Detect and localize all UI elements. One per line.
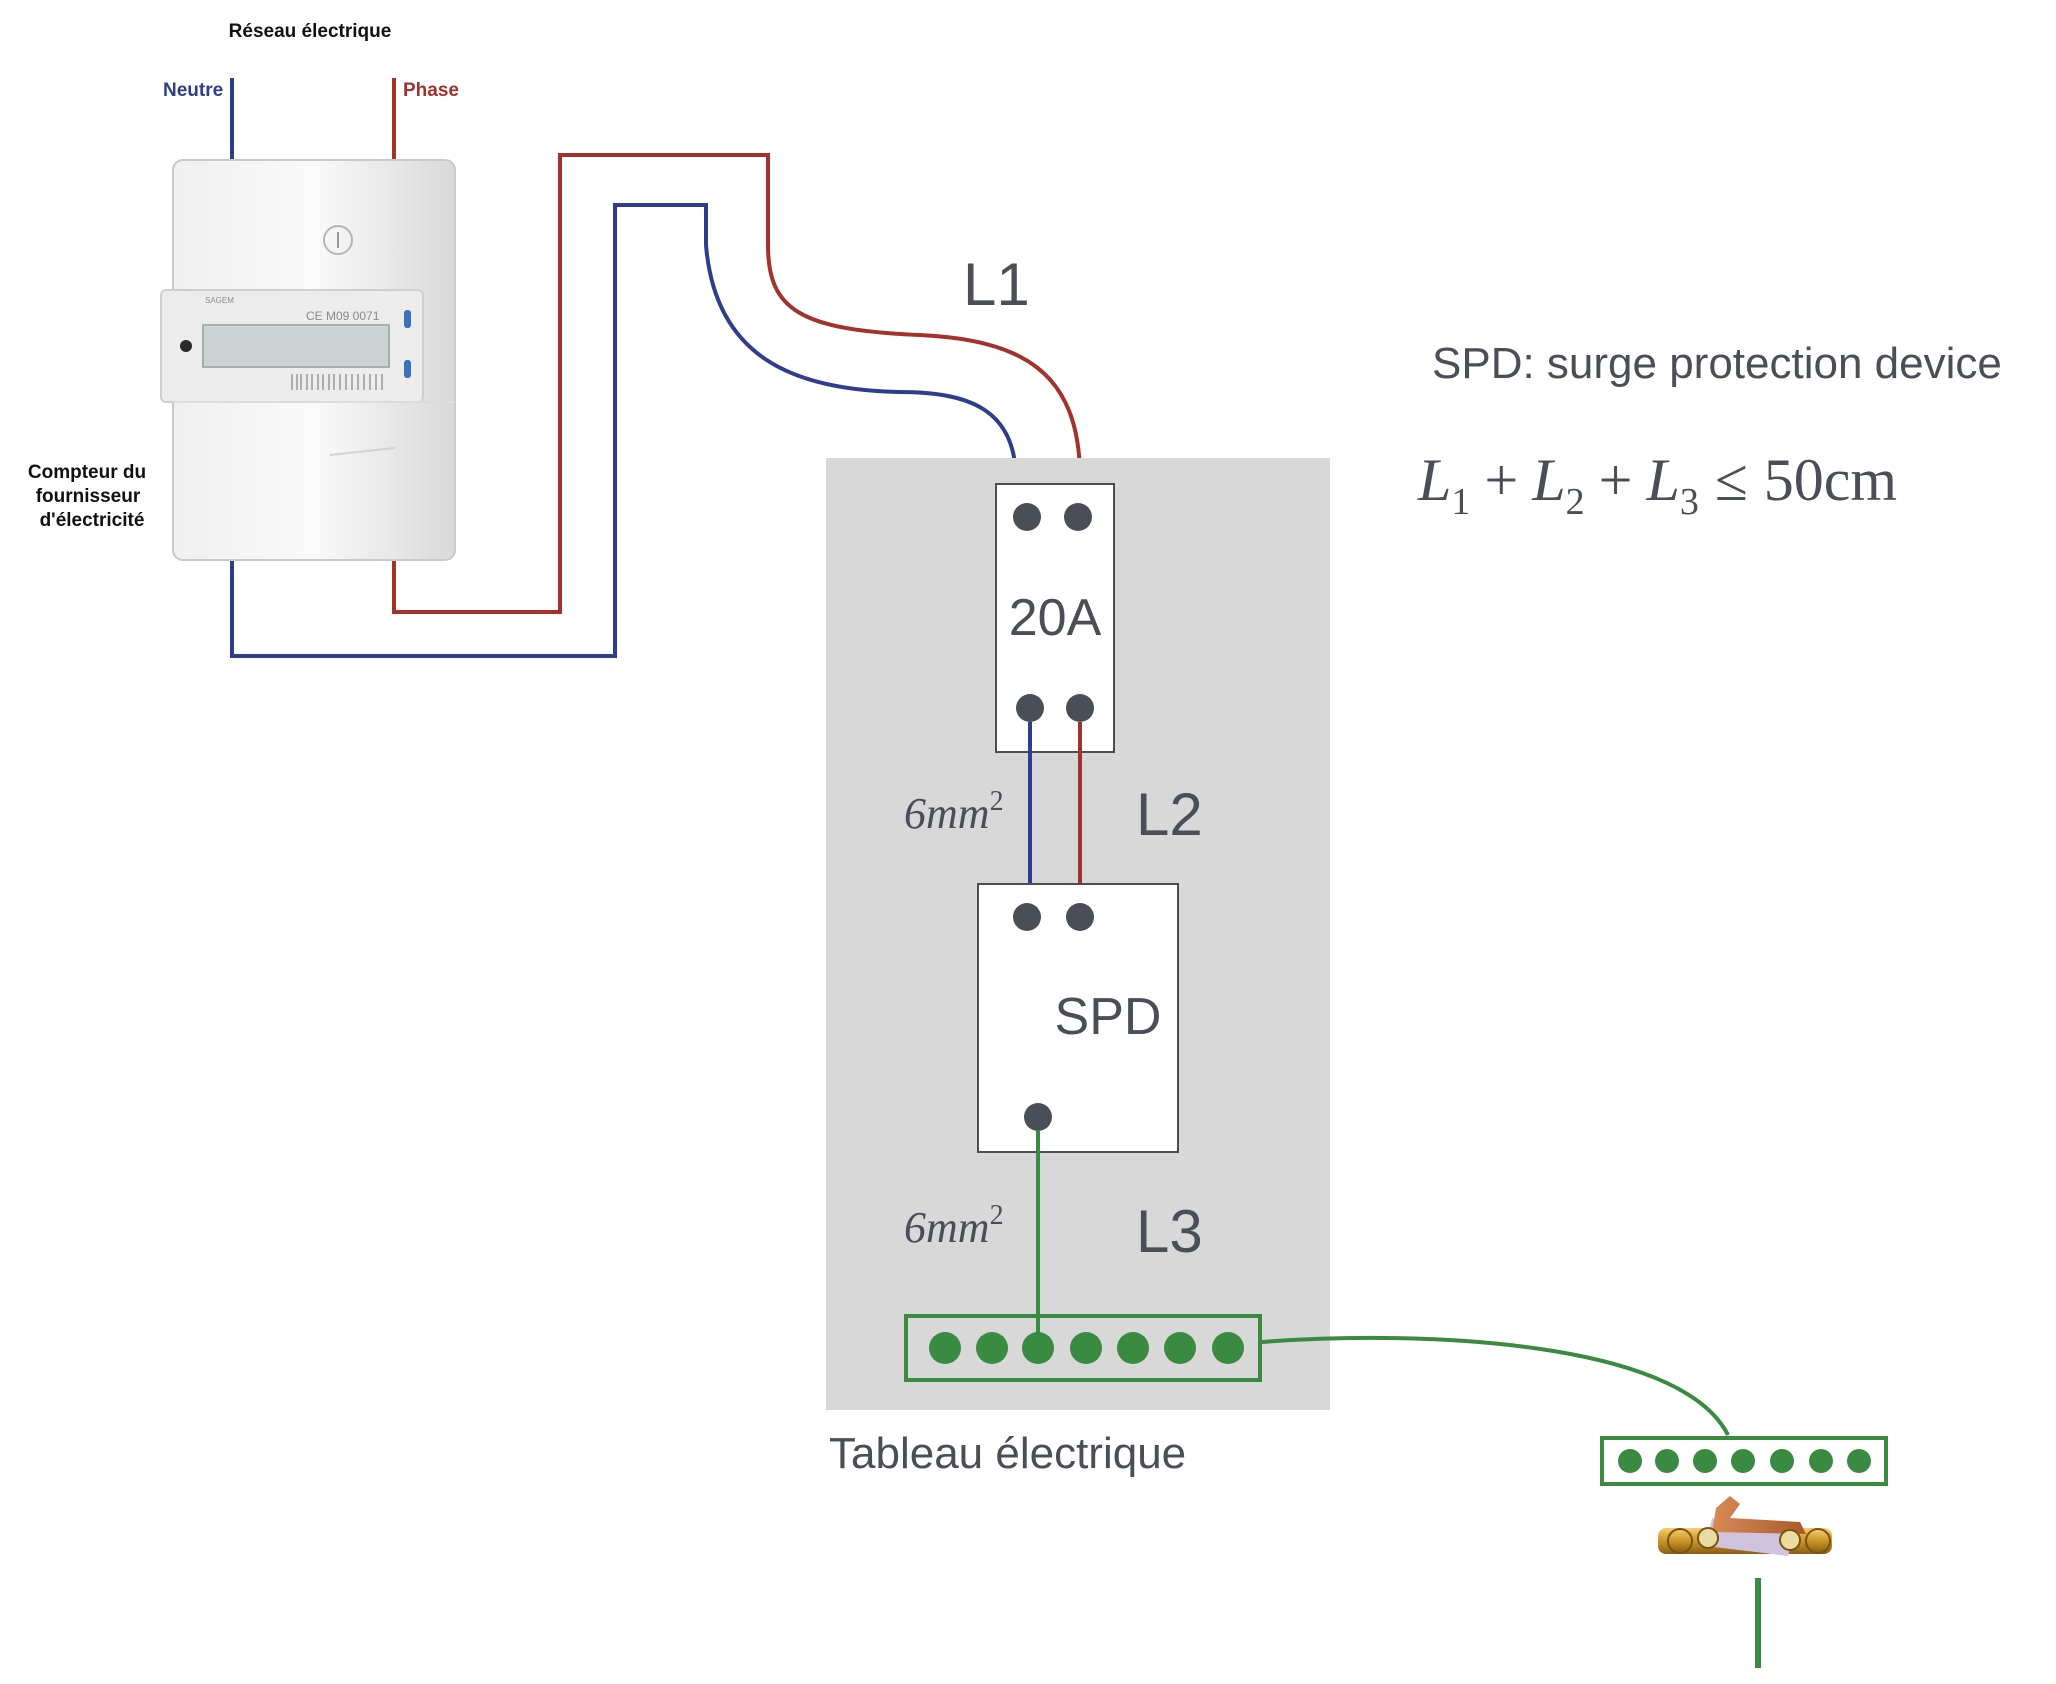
length-formula: L1 + L2 + L3 ≤50cm	[1417, 447, 1897, 523]
breaker-terminal	[1016, 694, 1044, 722]
main-earth-terminals	[1618, 1449, 1871, 1473]
breaker-terminal	[1066, 694, 1094, 722]
neutral-label: Neutre	[163, 80, 223, 101]
breaker-terminal	[1064, 503, 1092, 531]
spd-definition: SPD: surge protection device	[1432, 339, 2002, 388]
electricity-meter: SAGEM CE M09 0071	[160, 159, 456, 561]
cable-l1-phase	[766, 244, 1082, 479]
meter-label-line-3: d'électricité	[40, 510, 145, 531]
meter-label-line-2: fournisseur	[36, 486, 141, 507]
spd-label: SPD	[1055, 988, 1162, 1046]
earth-disconnect-link-icon	[1658, 1496, 1832, 1556]
meter-phase-out-wire	[392, 153, 770, 614]
cable-l1-neutral	[704, 244, 1018, 479]
cable-l2-label: L2	[1136, 781, 1203, 848]
spd-terminal	[1013, 903, 1041, 931]
panel-earth-terminals	[929, 1332, 1244, 1364]
panel-label: Tableau électrique	[829, 1429, 1186, 1478]
meter-neutral-out-wire	[230, 203, 708, 658]
meter-marking: CE M09 0071	[306, 309, 380, 323]
main-earth-bar	[1600, 1436, 1888, 1486]
breaker-label: 20A	[1009, 589, 1102, 647]
breaker-terminal	[1013, 503, 1041, 531]
main-earth-conductor	[1261, 1335, 1730, 1436]
meter-brand: SAGEM	[205, 296, 234, 305]
spd-earth-terminal	[1024, 1103, 1052, 1131]
cable-l2-section: 6mm2	[904, 786, 1004, 838]
meter-barcode-icon	[291, 374, 383, 390]
breaker-20a	[995, 483, 1115, 753]
cable-l1-label: L1	[963, 251, 1030, 318]
spd-terminal	[1066, 903, 1094, 931]
cable-l3-label: L3	[1136, 1198, 1203, 1265]
meter-label-line-1: Compteur du	[28, 462, 146, 483]
grid-label: Réseau électrique	[229, 21, 392, 42]
meter-seal-icon	[323, 225, 353, 255]
panel-earth-bar	[904, 1314, 1262, 1382]
phase-label: Phase	[403, 80, 459, 101]
cable-l3-section: 6mm2	[904, 1200, 1004, 1252]
